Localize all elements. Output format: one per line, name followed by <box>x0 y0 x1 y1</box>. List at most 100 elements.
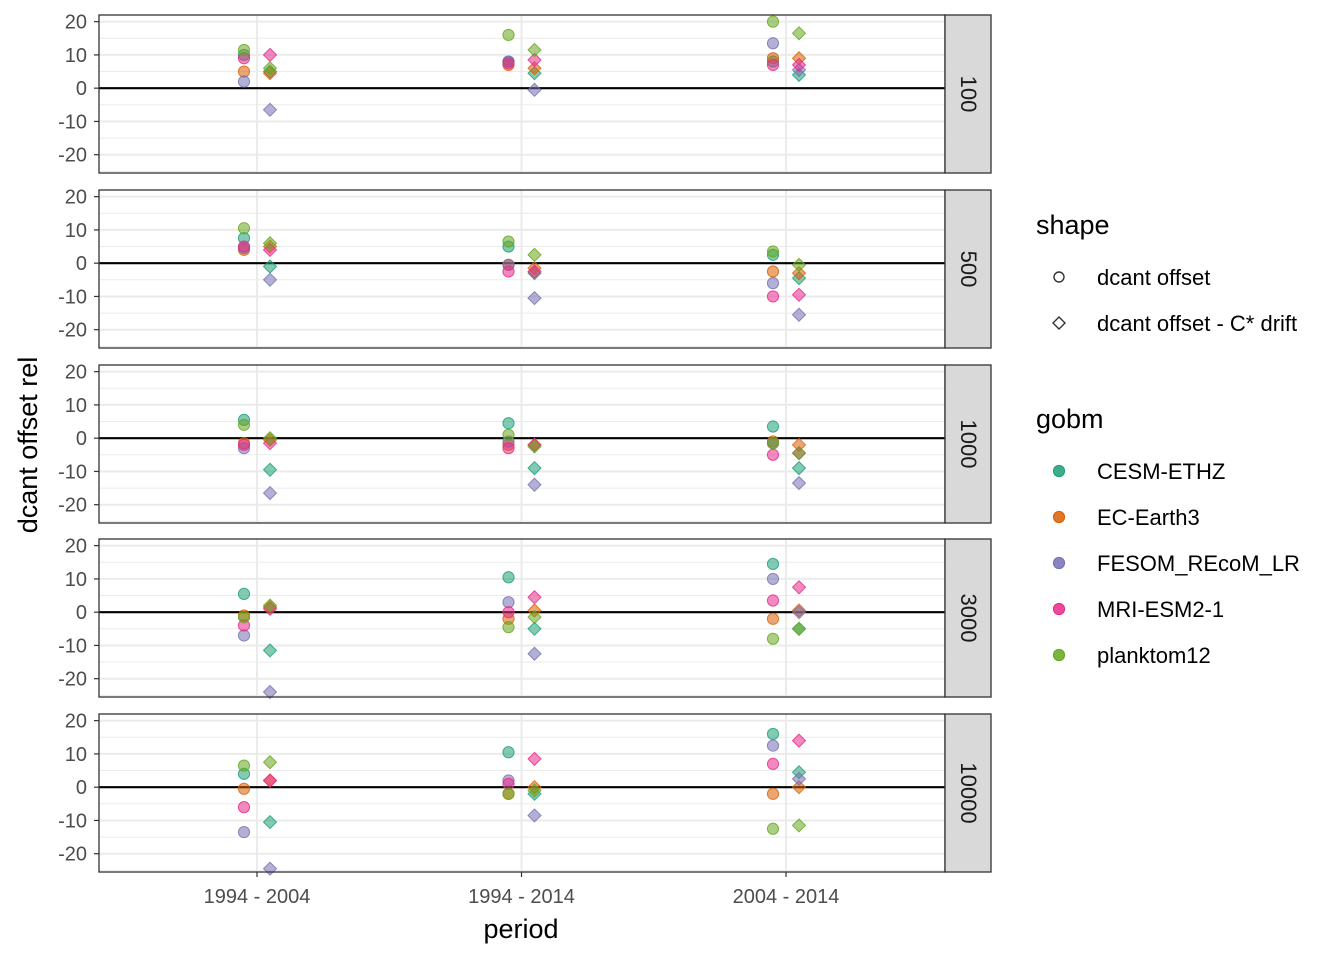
point-CESM-ETHZ-cstar-drift <box>791 460 807 476</box>
point-planktom12-cstar-drift <box>791 818 807 833</box>
legend-diamond-key <box>1052 316 1066 330</box>
point-FESOM_REcoM_LR-cstar-drift <box>262 861 278 876</box>
point-planktom12-dcant-offset <box>237 611 251 624</box>
point-MRI-ESM2-1-dcant-offset <box>766 448 780 461</box>
point-planktom12-dcant-offset <box>237 43 251 57</box>
point-MRI-ESM2-1-cstar-drift <box>791 57 807 73</box>
point-MRI-ESM2-1-dcant-offset <box>766 58 780 71</box>
legend-label: MRI-ESM2-1 <box>1097 597 1224 622</box>
legend-label: dcant offset - C* drift <box>1097 311 1297 336</box>
y-tick-label: 10 <box>65 395 87 417</box>
point-planktom12-cstar-drift <box>791 26 807 41</box>
facet-strip <box>944 713 992 873</box>
y-tick-label: -10 <box>58 810 87 832</box>
point-EC-Earth3-cstar-drift <box>791 265 807 281</box>
y-tick-label: -10 <box>58 635 87 657</box>
point-FESOM_REcoM_LR-cstar-drift <box>262 684 278 700</box>
point-planktom12-dcant-offset <box>237 222 251 235</box>
point-MRI-ESM2-1-dcant-offset <box>502 265 515 278</box>
legend-label: FESOM_REcoM_LR <box>1097 551 1300 576</box>
point-planktom12-cstar-drift <box>262 598 278 613</box>
y-tick-label: 20 <box>65 536 87 558</box>
point-planktom12-cstar-drift <box>262 755 278 770</box>
point-planktom12-dcant-offset <box>502 235 515 248</box>
y-tick-label: 10 <box>65 569 87 591</box>
point-planktom12-dcant-offset <box>502 787 515 800</box>
point-EC-Earth3-dcant-offset <box>237 782 251 795</box>
point-planktom12-dcant-offset <box>502 621 515 634</box>
point-MRI-ESM2-1-dcant-offset <box>502 606 515 619</box>
point-planktom12-cstar-drift <box>791 445 807 461</box>
point-planktom12-cstar-drift <box>527 439 542 454</box>
point-MRI-ESM2-1-dcant-offset <box>237 240 251 253</box>
point-FESOM_REcoM_LR-dcant-offset <box>237 75 251 88</box>
point-planktom12-dcant-offset <box>766 245 780 258</box>
point-EC-Earth3-dcant-offset <box>766 787 780 800</box>
point-FESOM_REcoM_LR-dcant-offset <box>237 825 251 839</box>
point-planktom12-dcant-offset <box>766 437 780 450</box>
point-CESM-ETHZ-dcant-offset <box>502 571 515 584</box>
point-planktom12-cstar-drift <box>262 61 278 76</box>
point-CESM-ETHZ-dcant-offset <box>766 727 780 741</box>
point-MRI-ESM2-1-cstar-drift <box>791 733 807 748</box>
point-FESOM_REcoM_LR-cstar-drift <box>262 102 278 118</box>
point-EC-Earth3-dcant-offset <box>766 612 780 625</box>
y-tick-label: 20 <box>65 12 87 34</box>
point-planktom12-dcant-offset <box>502 28 515 42</box>
legend-circle-key <box>1053 271 1065 283</box>
point-CESM-ETHZ-dcant-offset <box>766 420 780 433</box>
point-MRI-ESM2-1-dcant-offset <box>502 442 515 455</box>
point-FESOM_REcoM_LR-cstar-drift <box>791 604 807 620</box>
point-FESOM_REcoM_LR-dcant-offset <box>766 37 780 50</box>
point-FESOM_REcoM_LR-dcant-offset <box>766 739 780 752</box>
legend-label: EC-Earth3 <box>1097 505 1200 530</box>
facet-strip-label: 100 <box>956 76 981 113</box>
y-tick-label: -20 <box>58 495 87 517</box>
point-CESM-ETHZ-cstar-drift <box>527 621 542 637</box>
point-MRI-ESM2-1-cstar-drift <box>262 773 278 788</box>
point-FESOM_REcoM_LR-cstar-drift <box>791 475 807 491</box>
y-tick-label: 10 <box>65 220 87 242</box>
point-planktom12-cstar-drift <box>527 609 542 625</box>
point-planktom12-cstar-drift <box>527 783 542 798</box>
facet-strip <box>944 364 992 524</box>
point-CESM-ETHZ-cstar-drift <box>262 814 278 830</box>
point-planktom12-cstar-drift <box>791 257 807 273</box>
y-axis-title: dcant offset rel <box>13 357 43 534</box>
legend-label: planktom12 <box>1097 643 1211 668</box>
point-planktom12-dcant-offset <box>237 418 251 431</box>
x-axis: 1994 - 2004 1994 - 2014 2004 - 2014 <box>204 872 839 908</box>
y-tick-label: -10 <box>58 286 87 308</box>
legend-items: dcant offset dcant offset - C* drift CESM-… <box>1052 265 1300 668</box>
point-MRI-ESM2-1-cstar-drift <box>527 590 542 605</box>
point-planktom12-cstar-drift <box>791 621 807 637</box>
point-MRI-ESM2-1-cstar-drift <box>791 580 807 595</box>
point-MRI-ESM2-1-cstar-drift <box>527 264 542 279</box>
facet-panel-10000: 20 10 0 -10 -20 10000 <box>58 711 992 876</box>
point-EC-Earth3-cstar-drift <box>527 61 542 76</box>
facet-panel-500: 20 10 0 -10 -20 500 <box>58 187 992 349</box>
y-tick-label: 10 <box>65 45 87 67</box>
facet-strip-label: 3000 <box>956 594 981 643</box>
point-planktom12-cstar-drift <box>527 247 542 263</box>
facet-panels: 20100-10-2010020100-10-2050020100-10-201… <box>58 12 992 876</box>
point-planktom12-dcant-offset <box>502 428 515 441</box>
facet-strip <box>944 189 992 349</box>
x-tick-label: 1994 - 2014 <box>468 886 575 908</box>
point-MRI-ESM2-1-dcant-offset <box>502 57 515 70</box>
point-CESM-ETHZ-dcant-offset <box>237 587 251 600</box>
facet-panel-3000: 20 10 0 -10 -20 3000 <box>58 536 992 700</box>
point-MRI-ESM2-1-dcant-offset <box>766 757 780 770</box>
y-tick-label: 10 <box>65 744 87 766</box>
x-axis-title: period <box>483 914 558 944</box>
point-MRI-ESM2-1-dcant-offset <box>237 438 251 451</box>
legend-color-key <box>1052 556 1066 570</box>
point-planktom12-dcant-offset <box>237 759 251 772</box>
point-MRI-ESM2-1-cstar-drift <box>527 52 542 68</box>
point-FESOM_REcoM_LR-cstar-drift <box>791 307 807 322</box>
point-planktom12-dcant-offset <box>766 822 780 835</box>
y-tick-label: -20 <box>58 844 87 866</box>
y-tick-label: 0 <box>76 428 87 450</box>
point-CESM-ETHZ-dcant-offset <box>502 746 515 759</box>
point-EC-Earth3-cstar-drift <box>791 779 807 795</box>
